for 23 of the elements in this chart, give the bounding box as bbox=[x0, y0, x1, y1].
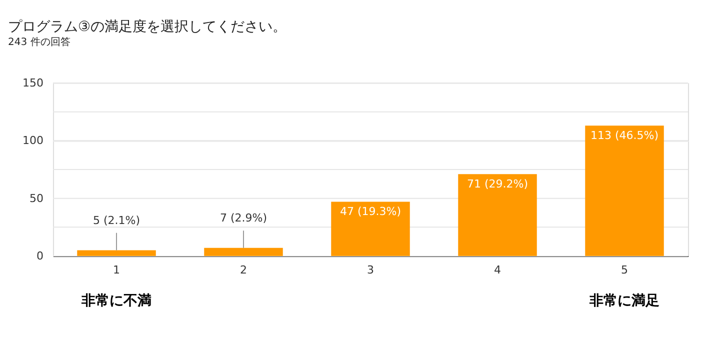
x-tick-label: 3 bbox=[367, 264, 374, 276]
text: 非常に満足 bbox=[588, 293, 660, 309]
y-tick-label: 100 bbox=[22, 134, 44, 148]
bar bbox=[77, 250, 156, 256]
chart-subtitle: 243 件の回答 bbox=[8, 36, 70, 48]
x-tick-label: 2 bbox=[240, 264, 247, 276]
bar bbox=[331, 202, 410, 256]
bar bbox=[458, 174, 537, 256]
y-tick-label: 50 bbox=[30, 192, 44, 205]
chart-title: プログラム③の満足度を選択してください。 bbox=[8, 19, 287, 35]
data-label: 71 (29.2%) bbox=[466, 177, 528, 190]
x-tick-label: 5 bbox=[621, 264, 628, 276]
y-tick-label: 150 bbox=[22, 76, 44, 90]
data-label: 5 (2.1%) bbox=[92, 214, 140, 227]
bar bbox=[204, 248, 283, 256]
data-label: 113 (46.5%) bbox=[590, 129, 659, 142]
bar bbox=[585, 126, 664, 256]
y-tick-label: 0 bbox=[36, 250, 44, 262]
data-label: 7 (2.9%) bbox=[220, 212, 268, 225]
text: 非常に不満 bbox=[80, 293, 152, 309]
data-label: 47 (19.3%) bbox=[340, 205, 402, 218]
x-tick-label: 4 bbox=[494, 264, 501, 276]
x-tick-label: 1 bbox=[113, 264, 120, 276]
